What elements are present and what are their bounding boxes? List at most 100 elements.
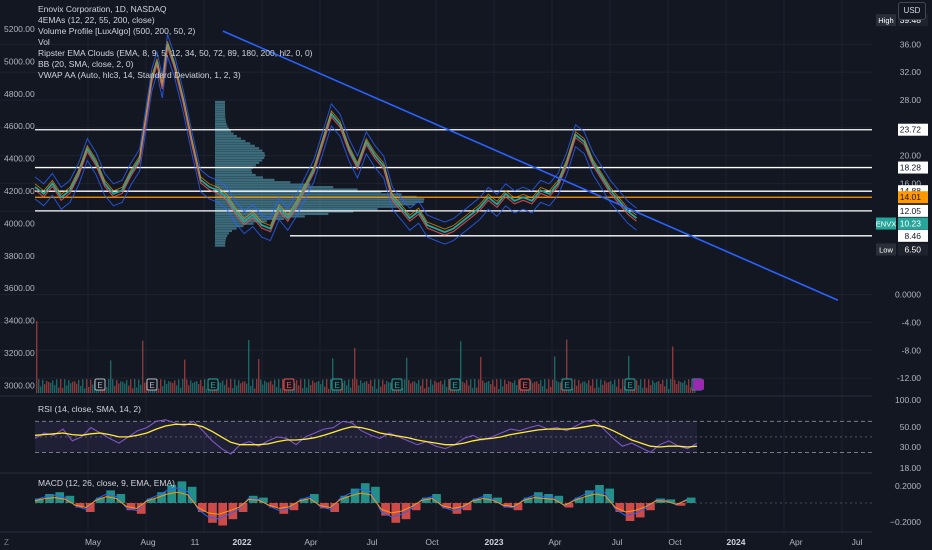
volume-bar <box>76 383 78 393</box>
volume-bar <box>342 382 344 393</box>
volume-bar <box>644 379 646 393</box>
macd-histogram-bar <box>167 485 177 503</box>
volume-profile-bar <box>215 115 226 118</box>
trendline[interactable] <box>222 30 839 301</box>
indicator-volume-profile[interactable]: Volume Profile [LuxAlgo] (500, 200, 50, … <box>38 26 196 36</box>
volume-profile-bar <box>215 132 234 135</box>
volume-bar <box>350 387 352 393</box>
volume-bar <box>222 380 224 393</box>
indicator-ema-clouds[interactable]: Ripster EMA Clouds (EMA, 8, 9, 5, 12, 34… <box>38 48 313 58</box>
volume-bar <box>236 385 238 393</box>
volume-bar <box>434 380 436 393</box>
volume-bar <box>238 380 240 393</box>
volume-profile-bar <box>215 103 226 106</box>
volume-profile-bar <box>215 100 226 104</box>
volume-bar <box>516 385 518 393</box>
macd-histogram-bar <box>147 498 156 503</box>
volume-bar <box>544 379 546 393</box>
volume-bar <box>446 386 448 393</box>
volume-bar <box>428 387 430 393</box>
ema-line <box>34 47 637 236</box>
volume-bar <box>116 380 118 393</box>
macd-histogram-bar <box>55 492 65 503</box>
macd-histogram-bar <box>554 495 564 503</box>
volume-bar <box>348 379 350 393</box>
macd-histogram-bar <box>625 503 635 521</box>
volume-bar <box>546 388 548 393</box>
volume-bars <box>36 321 696 393</box>
volume-bar <box>352 379 354 393</box>
volume-bar <box>450 388 452 393</box>
volume-bar <box>574 379 576 393</box>
volume-bar <box>412 381 414 393</box>
price-tag-value: 18.28 <box>900 163 922 173</box>
macd-title[interactable]: MACD (12, 26, close, 9, EMA, EMA) <box>38 478 175 488</box>
volume-profile-bar <box>215 122 227 125</box>
volume-bar <box>244 381 246 393</box>
volume-bar <box>602 384 604 393</box>
volume-bar <box>218 382 220 393</box>
volume-bar <box>628 355 630 393</box>
indicator-vwap[interactable]: VWAP AA (Auto, hlc3, 14, Standard Deviat… <box>38 70 241 80</box>
volume-profile-bar <box>215 186 334 189</box>
macd-histogram-bar <box>197 503 207 512</box>
volume-bar <box>624 386 626 393</box>
volume-bar <box>530 380 532 393</box>
macd-histogram-bar <box>523 497 533 503</box>
left-axis-tick: 4000.00 <box>4 218 35 228</box>
macd-histogram-bar <box>340 495 350 503</box>
volume-bar <box>466 380 468 393</box>
volume-bar <box>618 379 620 393</box>
macd-histogram-bar <box>381 503 390 516</box>
symbol-title[interactable]: Enovix Corporation, 1D, NASDAQ <box>38 4 167 14</box>
volume-bar <box>48 382 50 393</box>
left-axis-tick: 3600.00 <box>4 283 35 293</box>
time-axis-tick: Jul <box>852 537 863 547</box>
volume-bar <box>234 379 236 393</box>
macd-histogram-bar <box>75 503 85 508</box>
volume-bar <box>36 321 38 393</box>
volume-bar <box>314 382 316 393</box>
volume-bar <box>38 379 40 393</box>
rsi-title[interactable]: RSI (14, close, SMA, 14, 2) <box>38 404 141 414</box>
macd-histogram-bar <box>320 503 329 509</box>
volume-bar <box>554 356 556 393</box>
volume-profile-bar <box>215 222 254 225</box>
volume-profile-bar <box>215 212 329 216</box>
volume-bar <box>44 384 46 393</box>
ema-line <box>34 41 637 230</box>
zoom-button[interactable]: Z <box>4 538 9 547</box>
price-tag <box>898 14 928 27</box>
volume-profile-bar <box>215 234 228 237</box>
currency-button[interactable]: USD <box>898 2 926 20</box>
volume-bar <box>158 388 160 393</box>
volume-bar <box>584 381 586 393</box>
volume-bar <box>438 382 440 393</box>
indicator-bb[interactable]: BB (20, SMA, close, 2, 0) <box>38 59 134 69</box>
volume-bar <box>382 379 384 393</box>
volume-bar <box>370 379 372 393</box>
volume-bar <box>40 386 42 393</box>
price-tag-name <box>876 217 896 230</box>
earnings-marker <box>519 378 531 391</box>
time-axis-tick: Oct <box>668 537 682 547</box>
volume-bar <box>296 380 298 393</box>
volume-profile-bar <box>215 154 266 157</box>
volume-profile-bar <box>215 200 424 203</box>
volume-bar <box>70 383 72 393</box>
indicator-vol[interactable]: Vol <box>38 37 50 47</box>
volume-bar <box>326 379 328 393</box>
volume-bar <box>64 379 66 393</box>
right-price-axis[interactable]: 36.0032.0028.0024.0020.0016.0012.000.000… <box>872 0 932 550</box>
macd-histogram-bar <box>422 497 431 503</box>
volume-bar <box>228 387 230 393</box>
volume-profile-bar <box>215 152 265 155</box>
macd-histogram-bar <box>676 503 686 506</box>
indicator-ema[interactable]: 4EMAs (12, 22, 55, 200, close) <box>38 15 155 25</box>
volume-bar <box>304 379 306 393</box>
volume-bar <box>162 386 164 393</box>
price-tag-name <box>876 243 896 256</box>
time-axis[interactable]: May Aug 11 2022 Apr Jul Oct 2023 Apr Jul Oct 2024 Ap… <box>85 537 863 547</box>
volume-bar <box>60 379 62 393</box>
